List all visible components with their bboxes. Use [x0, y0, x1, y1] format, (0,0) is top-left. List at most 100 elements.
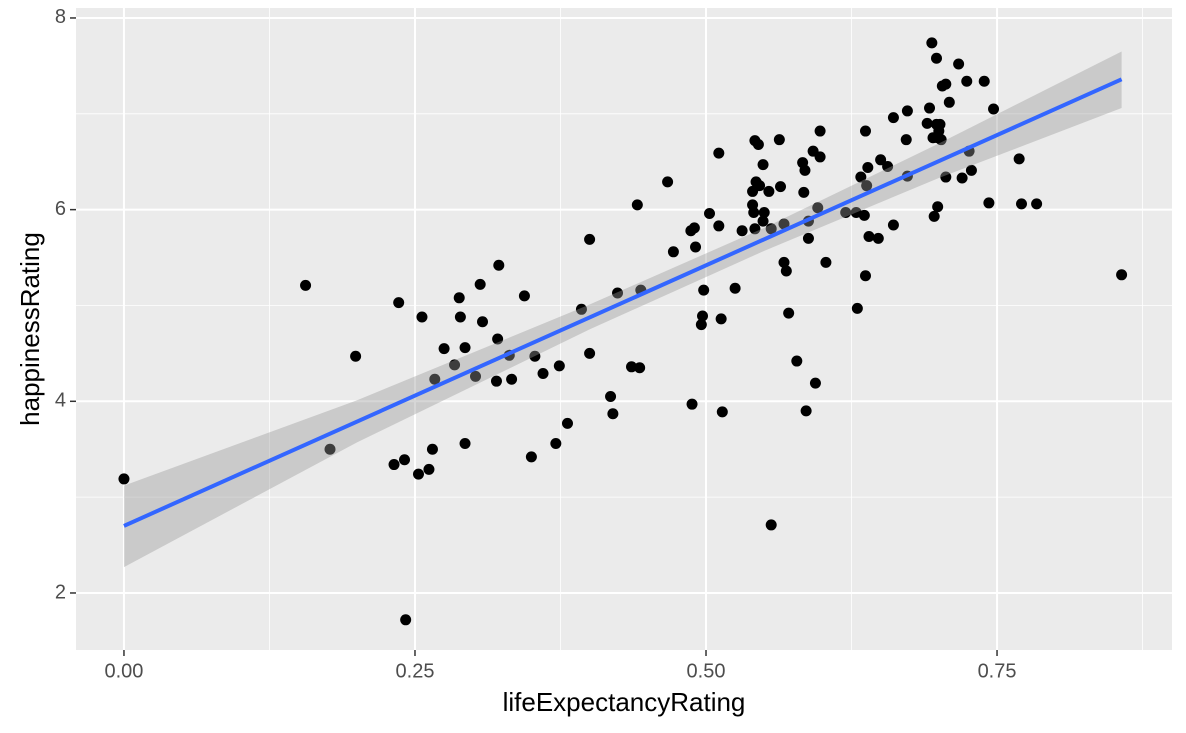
point — [662, 176, 674, 188]
point — [550, 437, 562, 449]
point — [840, 207, 852, 219]
point — [812, 202, 824, 214]
y-tick-label: 4 — [55, 390, 66, 412]
point — [924, 102, 936, 114]
point — [429, 373, 441, 385]
point — [858, 209, 870, 221]
point — [978, 75, 990, 87]
point — [426, 443, 438, 455]
point — [791, 355, 803, 367]
point — [765, 519, 777, 531]
point — [778, 218, 790, 230]
point — [634, 362, 646, 374]
point — [492, 333, 504, 345]
point — [935, 134, 947, 146]
point — [704, 207, 716, 219]
point — [775, 181, 787, 193]
point — [584, 347, 596, 359]
y-tick-label: 6 — [55, 198, 66, 220]
point — [715, 313, 727, 325]
point — [631, 199, 643, 211]
point — [814, 125, 826, 137]
point — [525, 451, 537, 463]
point — [921, 117, 933, 129]
point — [783, 307, 795, 319]
point — [575, 303, 587, 315]
point — [561, 417, 573, 429]
point — [454, 311, 466, 323]
point — [729, 282, 741, 294]
point — [861, 180, 873, 192]
point — [799, 164, 811, 176]
panel — [76, 8, 1172, 650]
x-tick-label: 0.75 — [978, 660, 1017, 682]
fit-line — [123, 77, 1123, 528]
point — [863, 230, 875, 242]
point — [400, 614, 412, 626]
point — [928, 210, 940, 222]
point — [988, 103, 1000, 115]
point — [900, 134, 912, 146]
point — [690, 241, 702, 253]
point — [773, 134, 785, 146]
point — [626, 361, 638, 373]
point — [882, 161, 894, 173]
point — [686, 398, 698, 410]
point — [612, 287, 624, 299]
point — [940, 171, 952, 183]
point — [453, 292, 465, 304]
point — [855, 171, 867, 183]
point — [416, 311, 428, 323]
point — [438, 343, 450, 355]
point — [872, 232, 884, 244]
point — [1013, 153, 1025, 165]
point — [752, 138, 764, 150]
point — [506, 373, 518, 385]
point — [474, 278, 486, 290]
point — [388, 459, 400, 471]
y-axis-title: happinessRating — [15, 232, 45, 426]
x-axis-title: lifeExpectancyRating — [503, 687, 746, 717]
point — [757, 215, 769, 227]
point — [412, 468, 424, 480]
point — [887, 112, 899, 124]
point — [809, 377, 821, 389]
point — [459, 342, 471, 354]
point — [887, 219, 899, 231]
point — [765, 223, 777, 235]
point — [493, 259, 505, 271]
point — [459, 437, 471, 449]
point — [518, 290, 530, 302]
point — [943, 96, 955, 108]
point — [780, 265, 792, 277]
point — [537, 368, 549, 380]
point — [757, 159, 769, 171]
point — [423, 463, 435, 475]
point — [940, 78, 952, 90]
point — [820, 256, 832, 268]
point — [800, 405, 812, 417]
point — [470, 370, 482, 382]
point — [399, 454, 411, 466]
point — [716, 406, 728, 418]
point — [300, 279, 312, 291]
point — [798, 186, 810, 198]
x-tick-label: 0.25 — [396, 660, 435, 682]
point — [605, 391, 617, 403]
point — [393, 297, 405, 309]
point — [758, 207, 770, 219]
x-tick-label: 0.50 — [687, 660, 726, 682]
point — [983, 197, 995, 209]
point — [695, 319, 707, 331]
point — [490, 375, 502, 387]
point — [859, 125, 871, 137]
point — [713, 220, 725, 232]
point — [859, 270, 871, 282]
point — [965, 164, 977, 176]
point — [529, 350, 541, 362]
point — [607, 408, 619, 420]
point — [875, 154, 887, 166]
point — [553, 360, 565, 372]
point — [350, 350, 362, 362]
